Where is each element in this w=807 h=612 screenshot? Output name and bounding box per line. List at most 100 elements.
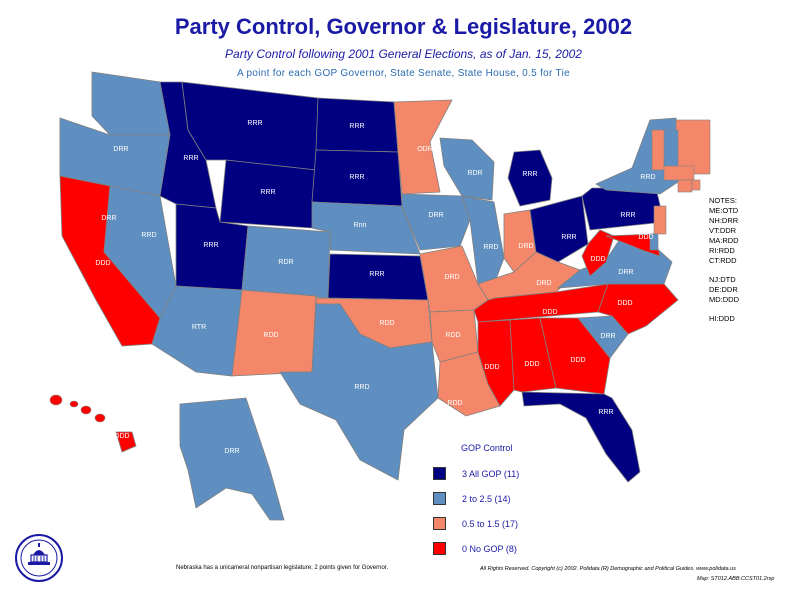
state-label-hi: DDD <box>114 433 129 440</box>
map-title: Party Control, Governor & Legislature, 2… <box>174 14 633 39</box>
state-label-va: DRR <box>618 269 633 276</box>
legend-label: 2 to 2.5 (14) <box>462 493 511 504</box>
polidata-seal-logo <box>14 533 64 588</box>
note-item: NJ:DTD <box>709 275 736 284</box>
state-label-ky: DRD <box>536 280 551 287</box>
note-item: ME:OTD <box>709 206 739 215</box>
note-item: RI:RDD <box>709 246 735 255</box>
state-nj <box>653 205 667 235</box>
state-label-wa: DRR <box>113 146 128 153</box>
state-label-la: RDD <box>447 400 462 407</box>
legend-item-all-gop: 3 All GOP (11) <box>433 461 519 486</box>
state-label-mt: RRR <box>247 120 262 127</box>
state-label-md: DDD <box>638 234 653 241</box>
state-label-tn: DDD <box>542 309 557 316</box>
state-ga <box>539 317 611 395</box>
state-label-az: RTR <box>192 324 206 331</box>
state-label-pa: RRR <box>620 212 635 219</box>
state-label-il: RRD <box>483 244 498 251</box>
legend-item-no-gop: 0 No GOP (8) <box>433 536 519 561</box>
state-me <box>675 119 711 175</box>
state-label-ar: RDD <box>445 332 460 339</box>
legend-label: 0.5 to 1.5 (17) <box>462 518 519 529</box>
state-label-ny: RRD <box>640 174 655 181</box>
note-item: CT:RDD <box>709 256 737 265</box>
state-label-ut: RRR <box>203 242 218 249</box>
state-label-fl: RRR <box>598 409 613 416</box>
legend-label: 3 All GOP (11) <box>462 468 520 479</box>
state-label-co: RDR <box>278 259 293 266</box>
state-nh <box>663 129 679 171</box>
state-label-nv: RRD <box>141 232 156 239</box>
state-label-ms: DDD <box>484 364 499 371</box>
state-oh <box>529 195 589 263</box>
state-ak <box>179 397 285 521</box>
state-label-mi: RRR <box>522 171 537 178</box>
note-item: NH:DRR <box>709 216 739 225</box>
state-de <box>649 233 659 251</box>
state-ri <box>691 179 701 191</box>
state-label-sc: DRR <box>600 333 615 340</box>
state-label-mo: DRD <box>444 274 459 281</box>
state-label-sd: RRR <box>349 174 364 181</box>
states-layer <box>49 71 711 521</box>
state-wi <box>439 137 495 201</box>
legend-swatch <box>433 542 446 555</box>
state-tx <box>279 303 439 481</box>
state-label-ca: DDD <box>95 260 110 267</box>
state-label-tx: RRD <box>354 384 369 391</box>
state-label-nm: RDD <box>263 332 278 339</box>
state-label-wv: DDD <box>590 256 605 263</box>
legend: GOP Control 3 All GOP (11) 2 to 2.5 (14)… <box>433 443 519 561</box>
map-subtitle: Party Control following 2001 General Ele… <box>225 47 582 61</box>
copyright-text: All Rights Reserved. Copyright (c) 2002.… <box>480 566 736 572</box>
map-method-note: A point for each GOP Governor, State Sen… <box>237 68 570 79</box>
state-md <box>605 233 661 257</box>
legend-swatch <box>433 517 446 530</box>
note-item: MD:DDD <box>709 295 739 304</box>
legend-title: GOP Control <box>461 443 513 453</box>
note-item: DE:DDR <box>709 285 738 294</box>
state-fl <box>521 391 641 483</box>
state-label-nc: DDD <box>617 300 632 307</box>
state-label-al: DDD <box>524 361 539 368</box>
state-ct <box>677 179 693 193</box>
note-item: MA:RDD <box>709 236 739 245</box>
state-tn <box>473 283 609 323</box>
state-label-ia: DRR <box>428 212 443 219</box>
state-label-wi: RDR <box>467 170 482 177</box>
state-labels-layer: DRR DRR DDD RRD RRR RRR RRR RRR RTR RDR RDD RRR RRR R… <box>95 120 655 455</box>
hawaii-island <box>94 413 106 423</box>
state-hi <box>115 431 137 453</box>
state-ma <box>663 165 695 181</box>
state-label-wy: RRR <box>260 189 275 196</box>
notes-panel: NOTES: ME:OTD NH:DRR VT:DDR MA:RDD RI:RD… <box>709 196 739 324</box>
state-label-mn: ODR <box>417 146 433 153</box>
legend-swatch <box>433 467 446 480</box>
note-item: VT:DDR <box>709 226 737 235</box>
notes-heading: NOTES: <box>709 196 737 205</box>
state-al <box>509 317 557 393</box>
legend-swatch <box>433 492 446 505</box>
state-wa <box>91 71 171 136</box>
legend-item-two-to-2-5: 2 to 2.5 (14) <box>433 486 519 511</box>
state-label-id: RRR <box>183 155 198 162</box>
state-mi <box>507 149 553 207</box>
state-label-nd: RRR <box>349 123 364 130</box>
state-label-oh: RRR <box>561 234 576 241</box>
state-pa <box>581 187 665 231</box>
map-id-text: Map: ST012.ABB.CCST01.2rsp <box>697 576 775 582</box>
hawaii-island <box>49 394 63 406</box>
nebraska-footnote: Nebraska has a unicameral nonpartisan le… <box>176 565 389 571</box>
hawaii-island <box>80 405 92 415</box>
state-label-ak: DRR <box>224 448 239 455</box>
state-mn <box>393 99 453 195</box>
legend-label: 0 No GOP (8) <box>462 543 517 554</box>
state-vt <box>651 129 665 171</box>
state-label-ne: Rnn <box>354 222 367 229</box>
hawaii-island <box>69 400 79 408</box>
state-label-ga: DDD <box>570 357 585 364</box>
state-label-ks: RRR <box>369 271 384 278</box>
state-label-or: DRR <box>101 215 116 222</box>
